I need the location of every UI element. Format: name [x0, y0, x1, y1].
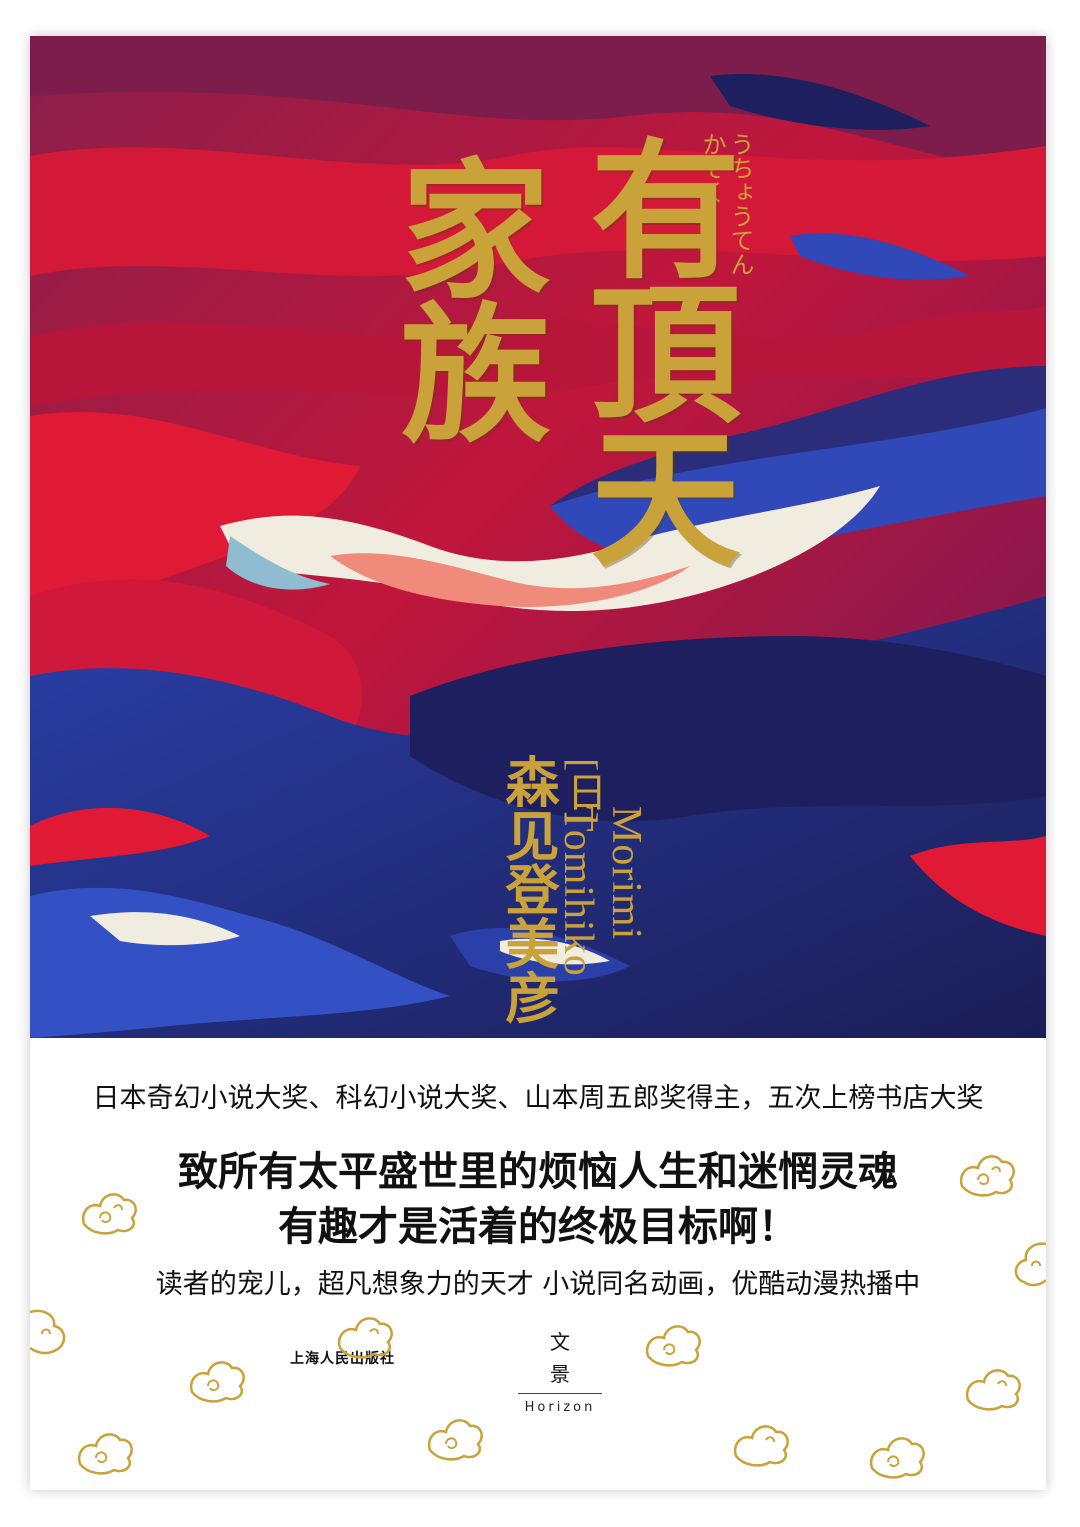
- gold-cloud-pattern-icon: [81, 1193, 137, 1235]
- imprint-mark: 文 景: [520, 1326, 600, 1390]
- tagline-1: 致所有太平盛世里的烦恼人生和迷惘灵魂: [178, 1148, 898, 1195]
- cover-artwork: うちょうてん かぞく 有頂天 家族 [日] Morimi Tomihiko 森见…: [30, 36, 1046, 1038]
- imprint-char-1: 文: [550, 1330, 570, 1354]
- gold-cloud-pattern-icon: [1014, 1242, 1046, 1287]
- book-cover: うちょうてん かぞく 有頂天 家族 [日] Morimi Tomihiko 森见…: [30, 36, 1046, 1490]
- ruby-line-1: うちょうてん: [726, 132, 754, 276]
- title-ruby-reading-2: かぞく: [698, 132, 726, 204]
- gold-cloud-pattern-icon: [189, 1361, 245, 1403]
- book-title-line-2: 家族: [375, 152, 551, 440]
- gold-cloud-pattern-icon: [30, 1309, 66, 1355]
- gold-cloud-pattern-icon: [959, 1155, 1015, 1197]
- imprint-divider: [518, 1393, 602, 1394]
- ruby-line-2: かぞく: [698, 132, 726, 204]
- author-name-chinese: 森见登美彦: [496, 754, 560, 1024]
- publisher-logo: 上海人民出版社: [290, 1351, 395, 1367]
- subline: 读者的宠儿，超凡想象力的天才 小说同名动画，优酷动漫热播中: [155, 1269, 921, 1300]
- gold-cloud-pattern-icon: [965, 1369, 1021, 1411]
- author-name-english: Morimi Tomihiko: [555, 806, 649, 977]
- gold-cloud-pattern-icon: [869, 1437, 925, 1479]
- author-nationality: [日]: [561, 758, 606, 825]
- gold-cloud-pattern-icon: [645, 1325, 701, 1367]
- gold-cloud-pattern-icon: [427, 1419, 483, 1461]
- gold-cloud-pattern-icon: [77, 1433, 133, 1475]
- title-ruby-reading: うちょうてん: [726, 132, 754, 276]
- imprint-char-2: 景: [550, 1362, 570, 1386]
- book-title-line-1: 有頂天: [565, 132, 741, 564]
- award-line: 日本奇幻小说大奖、科幻小说大奖、山本周五郎奖得主，五次上榜书店大奖: [92, 1083, 984, 1114]
- gold-cloud-pattern-icon: [337, 1317, 393, 1359]
- imprint-english: Horizon: [524, 1400, 596, 1415]
- gold-cloud-pattern-icon: [733, 1425, 789, 1467]
- tagline-2: 有趣才是活着的终极目标啊！: [278, 1203, 798, 1250]
- brush-stroke-painting: [30, 36, 1046, 1038]
